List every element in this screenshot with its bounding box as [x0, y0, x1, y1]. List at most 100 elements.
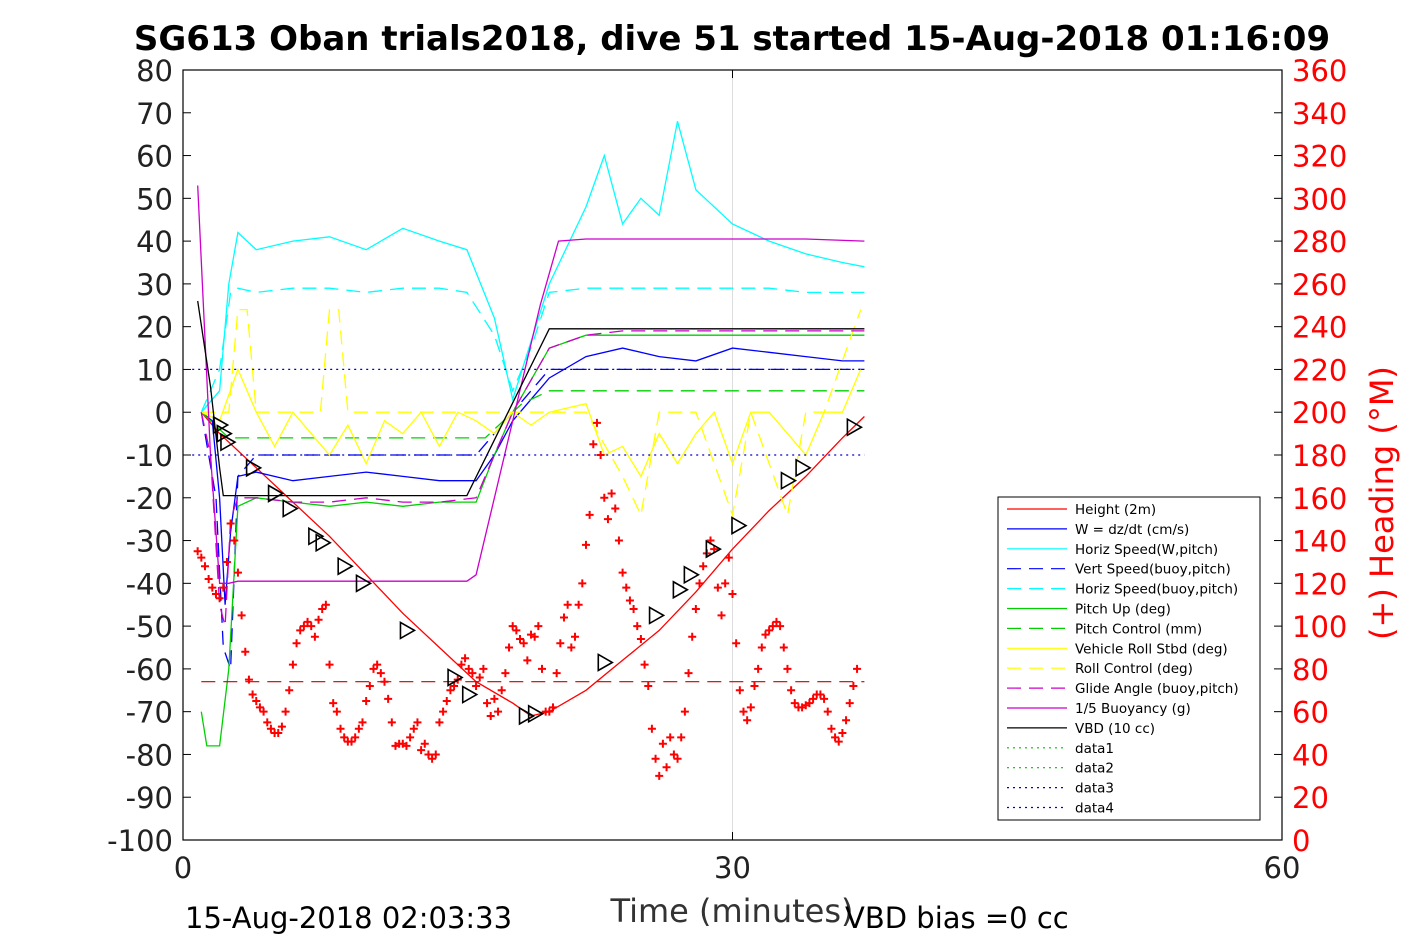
heading-marker — [717, 611, 726, 620]
heading-marker — [303, 617, 312, 626]
y-right-tick-label: 360 — [1292, 54, 1347, 88]
heading-marker — [479, 664, 488, 673]
heading-marker — [845, 699, 854, 708]
legend: Height (2m) W = dz/dt (cm/s) Horiz Speed(W… — [997, 496, 1261, 821]
heading-marker — [721, 579, 730, 588]
y-right-tick-label: 140 — [1292, 525, 1347, 559]
heading-marker — [545, 707, 554, 716]
heading-marker — [640, 660, 649, 669]
heading-marker — [365, 682, 374, 690]
legend-box — [997, 496, 1261, 821]
heading-marker — [695, 579, 704, 588]
y-left-tick-label: -50 — [126, 610, 173, 644]
series-line-horiz-speed-buoy-pitch — [200, 287, 865, 413]
y-left-tick-label: 20 — [136, 311, 173, 345]
heading-marker — [724, 553, 733, 562]
heading-marker — [420, 739, 429, 748]
heading-marker — [556, 639, 565, 648]
chart-title: SG613 Oban trials2018, dive 51 started 1… — [134, 19, 1330, 59]
heading-marker — [219, 583, 228, 592]
legend-label-w-dz-dt-cm-s: W = dz/dt (cm/s) — [1075, 522, 1189, 538]
triangle-marker — [795, 458, 812, 478]
legend-label-vehicle-roll-stbd-deg: Vehicle Roll Stbd (deg) — [1075, 641, 1228, 657]
heading-marker — [431, 750, 440, 759]
heading-marker — [772, 617, 781, 626]
heading-marker — [237, 611, 246, 620]
triangle-marker — [220, 432, 237, 452]
heading-marker — [409, 724, 418, 733]
triangle-layer — [212, 415, 864, 726]
footer-timestamp: 15-Aug-2018 02:03:33 — [185, 901, 512, 935]
y-right-tick-label: 340 — [1292, 97, 1347, 131]
heading-marker — [288, 660, 297, 669]
heading-marker — [255, 703, 264, 712]
heading-marker — [314, 615, 323, 624]
heading-marker — [636, 634, 645, 643]
heading-marker — [486, 711, 495, 720]
heading-marker — [831, 733, 840, 742]
y-right-tick-label: 260 — [1292, 268, 1347, 302]
y-left-tick-label: -40 — [126, 567, 173, 601]
heading-marker — [838, 729, 847, 738]
heading-marker — [446, 686, 455, 695]
heading-marker — [373, 660, 382, 669]
heading-marker — [743, 716, 752, 725]
y-right-tick-label: 20 — [1292, 781, 1329, 815]
heading-marker — [809, 694, 818, 703]
heading-marker — [512, 626, 521, 635]
legend-label-pitch-control-mm: Pitch Control (mm) — [1075, 621, 1202, 637]
heading-marker — [483, 699, 492, 708]
series-line-pitch-control-mm — [200, 390, 865, 439]
heading-marker — [277, 722, 286, 731]
heading-marker — [563, 600, 572, 609]
heading-marker — [307, 622, 316, 631]
y-right-tick-label: 280 — [1292, 225, 1347, 259]
heading-marker — [658, 739, 667, 748]
triangle-marker — [355, 573, 373, 593]
heading-marker — [761, 630, 770, 639]
triangle-marker — [518, 706, 536, 726]
triangle-marker — [447, 668, 464, 687]
x-tick-label: 30 — [714, 851, 751, 885]
heading-marker — [647, 724, 656, 733]
y-right-tick-label: 200 — [1292, 396, 1347, 430]
y-right-tick-label: 320 — [1292, 140, 1347, 174]
heading-marker — [347, 737, 356, 746]
y-left-tick-label: -60 — [126, 653, 173, 687]
legend-label-pitch-up-deg: Pitch Up (deg) — [1075, 602, 1171, 618]
heading-marker — [765, 626, 774, 635]
heading-marker — [497, 686, 506, 695]
heading-marker — [592, 418, 601, 427]
heading-marker — [336, 724, 345, 733]
legend-label-data4: data4 — [1075, 801, 1114, 817]
footer-vbd-bias: VBD bias =0 cc — [845, 901, 1069, 935]
triangle-marker — [846, 417, 864, 437]
heading-marker — [633, 622, 642, 631]
heading-marker — [739, 707, 748, 716]
triangle-marker — [399, 621, 417, 640]
heading-marker — [530, 632, 539, 641]
heading-marker — [417, 746, 426, 755]
y-right-tick-label: 60 — [1292, 696, 1329, 730]
heading-marker — [325, 660, 334, 669]
series-layer — [192, 121, 865, 747]
heading-marker — [534, 622, 543, 631]
heading-marker — [735, 686, 744, 695]
heading-marker — [728, 590, 737, 599]
heading-marker — [581, 540, 590, 549]
heading-marker — [259, 707, 268, 716]
heading-marker — [475, 673, 484, 682]
heading-marker — [614, 536, 623, 545]
heading-marker — [823, 707, 832, 716]
y-right-tick-label: 0 — [1292, 824, 1310, 858]
triangle-marker — [672, 580, 689, 600]
y-right-tick-label: 40 — [1292, 738, 1329, 772]
x-axis: 0 30 60 — [174, 70, 1300, 885]
heading-marker — [834, 737, 843, 746]
y-left-tick-label: 0 — [155, 396, 173, 430]
triangle-marker — [315, 533, 332, 553]
heading-marker — [442, 696, 451, 705]
heading-marker — [790, 699, 799, 708]
heading-marker — [197, 553, 206, 562]
